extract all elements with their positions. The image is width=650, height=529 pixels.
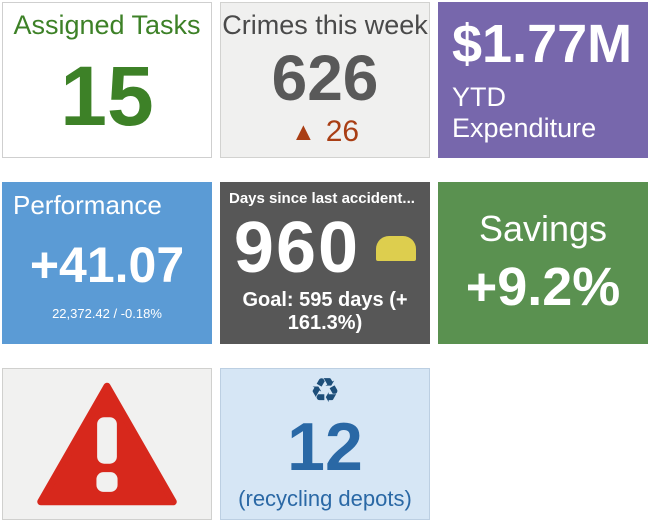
accident-title: Days since last accident... [229,190,415,207]
expenditure-tile: $1.77M YTD Expenditure [438,2,648,158]
expenditure-value: $1.77M [452,14,633,75]
savings-title: Savings [478,208,608,249]
crimes-delta: ▲ 26 [221,115,429,157]
accident-value: 960 [233,208,361,288]
crimes-delta-value: 26 [325,115,360,148]
crimes-tile: Crimes this week 626 ▲ 26 [220,2,430,158]
savings-tile: Savings +9.2% [438,182,648,344]
recycling-tile: ♻ 12 (recycling depots) [220,368,430,520]
recycling-caption: (recycling depots) [238,486,412,511]
worker-person-icon [376,235,417,261]
performance-detail: 22,372.42 / -0.18% [52,306,162,321]
worker-body [376,235,417,261]
warning-tile [2,368,212,520]
empty-cell [438,368,648,520]
performance-value: +41.07 [29,237,185,293]
performance-title: Performance [13,190,162,220]
crimes-title: Crimes this week [222,10,428,40]
recycling-icon: ♻ [309,372,341,410]
up-triangle-icon: ▲ [290,117,316,146]
recycling-value: 12 [287,409,363,485]
assigned-tasks-title: Assigned Tasks [13,10,201,40]
warning-triangle-icon [37,382,177,506]
accident-goal: Goal: 595 days (+ 161.3%) [242,289,408,334]
assigned-tasks-value: 15 [60,48,154,143]
performance-tile: Performance +41.07 22,372.42 / -0.18% [2,182,212,344]
performance-center: +41.07 22,372.42 / -0.18% [2,221,212,344]
expenditure-label: YTD Expenditure [452,81,597,143]
accident-middle: 960 [220,207,430,289]
days-since-accident-tile: Days since last accident... 960 Goal: 59… [220,182,430,344]
crimes-value: 626 [271,42,379,114]
assigned-tasks-tile: Assigned Tasks 15 [2,2,212,158]
savings-value: +9.2% [465,257,621,317]
